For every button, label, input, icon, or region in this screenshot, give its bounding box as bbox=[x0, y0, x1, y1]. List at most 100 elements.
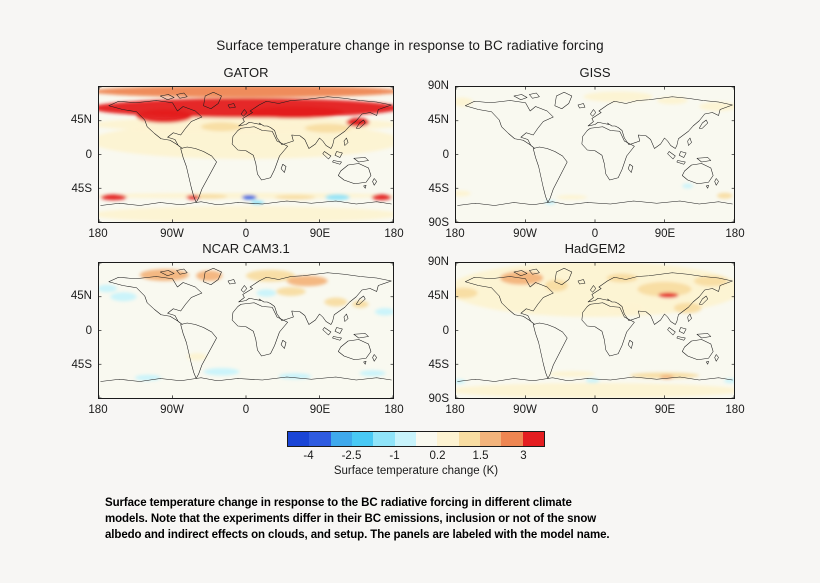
x-axis-tick-label: 180 bbox=[88, 228, 108, 240]
panel-title-hadgem2: HadGEM2 bbox=[564, 241, 626, 256]
anomaly-blob bbox=[699, 102, 734, 111]
x-axis-tick-label: 180 bbox=[384, 228, 404, 240]
anomaly-blob bbox=[324, 297, 348, 307]
anomaly-blob bbox=[583, 91, 653, 102]
anomaly-blob bbox=[585, 378, 600, 383]
colorbar-tick-label: 3 bbox=[520, 450, 527, 462]
anomaly-blob bbox=[682, 183, 694, 189]
anomaly-blob bbox=[606, 273, 638, 283]
y-axis-tick-label: 0 bbox=[442, 148, 449, 161]
anomaly-blob bbox=[325, 194, 350, 201]
colorbar-segment bbox=[522, 432, 544, 446]
colorbar-segment bbox=[373, 432, 395, 446]
anomaly-blob bbox=[548, 371, 595, 377]
map-panel-giss: GISS 90N 45N 0 45S 90S 180 90W 0 90E 180 bbox=[428, 65, 745, 240]
colorbar-segment bbox=[437, 432, 459, 446]
figure-title: Surface temperature change in response t… bbox=[216, 38, 604, 53]
anomaly-blob bbox=[256, 289, 277, 297]
colorbar-tick-label: -2.5 bbox=[341, 450, 362, 462]
anomaly-blob bbox=[304, 123, 351, 133]
axis-tick-marks bbox=[456, 87, 734, 222]
y-axis-tick-label: 0 bbox=[85, 148, 92, 161]
colorbar-segment bbox=[501, 432, 523, 446]
colorbar-segment bbox=[330, 432, 352, 446]
y-axis-tick-label: 45N bbox=[70, 290, 92, 303]
colorbar-segment bbox=[479, 432, 502, 446]
y-axis-tick-label: 45N bbox=[70, 114, 92, 127]
anomaly-blob bbox=[371, 194, 392, 201]
anomaly-blob bbox=[375, 308, 393, 316]
x-axis-tick-label: 90W bbox=[513, 228, 537, 240]
anomaly-blob bbox=[187, 353, 207, 361]
y-axis-tick-label: 45S bbox=[71, 182, 92, 195]
panel-title-ncar-cam31: NCAR CAM3.1 bbox=[202, 241, 290, 256]
map-plot-area-hadgem2 bbox=[455, 262, 735, 399]
x-axis-tick-label: 180 bbox=[445, 404, 465, 416]
map-panel-hadgem2: HadGEM2 90N 45N 0 45S 90S 180 90W 0 90E 180 bbox=[428, 241, 745, 416]
anomaly-blob bbox=[608, 304, 643, 315]
anomaly-blob bbox=[717, 192, 733, 199]
y-axis-tick-label: 0 bbox=[85, 324, 92, 337]
x-axis-tick-label: 0 bbox=[242, 228, 250, 240]
colorbar-tick-label: -4 bbox=[303, 450, 314, 462]
x-axis-tick-label: 90W bbox=[160, 228, 184, 240]
map-plot-area-ncar-cam31 bbox=[98, 262, 394, 399]
map-panel-gator: GATOR 45N 0 45S 180 90W 0 90E 180 bbox=[71, 65, 404, 240]
y-axis-tick-label: 90N bbox=[427, 80, 449, 92]
anomaly-blob bbox=[359, 370, 386, 377]
anomaly-blob bbox=[246, 106, 344, 119]
figure-caption: Surface temperature change in response t… bbox=[105, 495, 705, 543]
anomaly-blob bbox=[274, 195, 316, 200]
y-axis-tick-label: 45S bbox=[428, 182, 449, 195]
x-axis-tick-label: 180 bbox=[725, 228, 745, 240]
anomaly-blob bbox=[276, 287, 306, 296]
x-axis-tick-label: 180 bbox=[88, 404, 108, 416]
anomaly-blob bbox=[110, 292, 137, 302]
x-axis-tick-label: 180 bbox=[445, 228, 465, 240]
caption-line-1: Surface temperature change in response t… bbox=[105, 497, 572, 509]
world-map bbox=[99, 87, 393, 222]
anomaly-blob bbox=[637, 281, 692, 297]
y-axis-tick-label: 90S bbox=[428, 217, 449, 229]
y-axis-tick-label: 45N bbox=[427, 114, 449, 127]
anomaly-blob bbox=[456, 190, 471, 197]
x-axis-tick-label: 180 bbox=[384, 404, 404, 416]
anomaly-blob bbox=[196, 270, 223, 281]
colorbar-segment bbox=[288, 432, 310, 446]
anomaly-blob bbox=[656, 96, 688, 105]
map-plot-area-giss bbox=[455, 86, 735, 223]
colorbar-segment bbox=[351, 432, 374, 446]
anomaly-blob bbox=[286, 275, 328, 287]
map-plot-area-gator bbox=[98, 86, 394, 223]
x-axis-tick-label: 0 bbox=[591, 228, 599, 240]
colorbar bbox=[287, 431, 545, 447]
colorbar-tick-label: 0.2 bbox=[429, 450, 446, 462]
y-axis-tick-label: 45S bbox=[428, 358, 449, 371]
x-axis-tick-label: 90E bbox=[309, 228, 331, 240]
map-panel-ncar-cam31: NCAR CAM3.1 45N 0 45S 180 90W 0 90E 180 bbox=[71, 241, 404, 416]
anomaly-blob bbox=[134, 374, 162, 381]
x-axis-tick-label: 90E bbox=[654, 228, 676, 240]
axis-tick-marks bbox=[456, 263, 734, 398]
anomaly-blob bbox=[136, 109, 193, 123]
caption-line-3: albedo and indirect effects on clouds, a… bbox=[105, 529, 610, 541]
x-axis-tick-label: 90W bbox=[160, 404, 184, 416]
panel-title-gator: GATOR bbox=[223, 65, 269, 80]
colorbar-label: Surface temperature change (K) bbox=[333, 465, 499, 477]
anomaly-blob bbox=[100, 194, 127, 201]
anomaly-blob bbox=[456, 333, 734, 370]
anomaly-blob bbox=[201, 122, 242, 132]
y-axis-tick-label: 45S bbox=[71, 358, 92, 371]
anomaly-blob bbox=[456, 379, 466, 384]
anomaly-blob bbox=[658, 292, 679, 298]
anomaly-blob bbox=[191, 194, 228, 199]
colorbar-segment bbox=[458, 432, 480, 446]
world-map bbox=[456, 263, 734, 398]
anomaly-blob bbox=[99, 206, 393, 222]
anomaly-blob bbox=[186, 195, 200, 200]
x-axis-tick-label: 0 bbox=[591, 404, 599, 416]
colorbar-segment bbox=[309, 432, 331, 446]
anomaly-blob bbox=[456, 383, 734, 398]
panel-title-giss: GISS bbox=[579, 65, 611, 80]
anomaly-blob bbox=[456, 287, 478, 299]
